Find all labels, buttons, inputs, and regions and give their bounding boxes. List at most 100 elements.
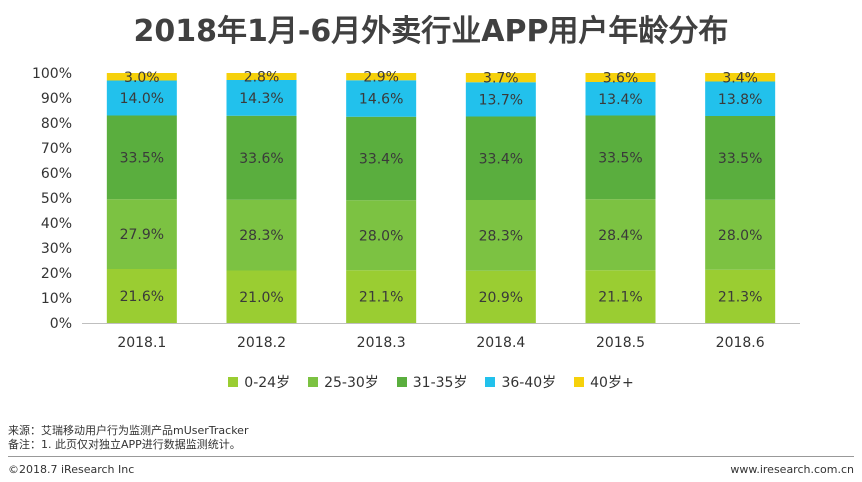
data-label: 14.6% [359,92,403,108]
bar-segment [705,199,776,270]
data-label: 21.0% [239,290,283,306]
x-tick-label: 2018.2 [237,335,286,351]
bar-segment [226,73,297,80]
bar-segment [226,199,297,271]
stacked-bar-chart: 0% 10% 20% 30% 40% 50% 60% 70% 80% 90% 100% 21.6% 27… [32,66,800,351]
source-note: 来源：艾瑞移动用户行为监测产品mUserTracker [8,424,249,437]
bar-segment [705,116,776,200]
y-tick-label: 40% [41,216,72,232]
y-tick-label: 30% [41,241,72,257]
data-label: 13.8% [718,92,762,108]
legend-swatch [396,377,407,387]
bar-segment [705,73,776,82]
website: www.iresearch.com.cn [730,463,854,476]
data-label: 14.3% [239,91,283,107]
bar-segment [465,270,536,323]
remark-note: 备注：1. 此页仅对独立APP进行数据监测统计。 [8,438,241,451]
bar-segment [346,116,417,201]
bar-segment [585,199,656,271]
x-tick-label: 2018.3 [357,335,406,351]
bar-segment [465,200,536,271]
data-label: 33.6% [239,151,283,167]
bar-segment [465,73,536,83]
data-label: 21.1% [598,290,642,306]
bar-segment [465,116,536,200]
data-label: 21.3% [718,289,762,305]
data-label: 33.5% [598,150,642,166]
bar-segment [346,73,417,81]
data-label: 27.9% [120,227,164,243]
copyright: ©2018.7 iResearch Inc [8,463,135,476]
legend-label: 0-24岁 [244,375,291,391]
data-label: 28.0% [718,228,762,244]
y-tick-label: 50% [41,191,72,207]
legend: 0-24岁 25-30岁 31-35岁 36-40岁 40岁+ [0,372,862,392]
bar-segment [346,270,417,323]
data-label: 21.6% [120,289,164,305]
bar-segment [106,80,177,116]
data-label: 3.7% [483,71,519,87]
footer-divider [8,456,854,457]
data-label: 2.9% [363,70,399,86]
y-tick-label: 20% [41,266,72,282]
y-tick-label: 100% [32,66,72,82]
data-label: 2.8% [244,70,280,86]
bar-segment [585,115,656,200]
data-label: 28.3% [479,228,523,244]
legend-swatch [485,377,496,387]
data-label: 21.1% [359,290,403,306]
y-tick-label: 70% [41,141,72,157]
data-label: 33.5% [120,150,164,166]
bar-segment [346,200,417,271]
bar-segment [226,80,297,116]
bar-segment [705,81,776,116]
bar-segment [106,115,177,200]
bar-segment [106,199,177,269]
data-label: 20.9% [479,290,523,306]
bar-segment [226,270,297,323]
data-label: 3.0% [124,70,160,86]
x-tick-label: 2018.5 [596,335,645,351]
data-label: 3.4% [722,70,758,86]
data-label: 14.0% [120,91,164,107]
bar-segment [585,73,656,82]
x-tick-label: 2018.4 [476,335,525,351]
data-label: 28.4% [598,228,642,244]
legend-label: 31-35岁 [412,375,468,391]
bar-segment [705,269,776,323]
bar-segment [346,80,417,117]
bar-segment [106,269,177,323]
legend-item: 0-24岁 [228,372,290,392]
legend-swatch [308,377,319,387]
data-label: 28.3% [239,228,283,244]
data-label: 33.4% [359,152,403,168]
data-label: 13.7% [479,92,523,108]
bar-segment [106,73,177,81]
legend-swatch [228,377,239,387]
data-label: 28.0% [359,228,403,244]
bar-segment [465,82,536,117]
legend-label: 25-30岁 [324,375,379,391]
chart-title: 2018年1月-6月外卖行业APP用户年龄分布 [133,14,729,49]
bar-segment [226,115,297,200]
legend-label: 40岁+ [590,375,634,391]
legend-item: 31-35岁 [396,372,468,392]
bar-segment [585,82,656,116]
data-label: 33.5% [718,151,762,167]
y-tick-label: 80% [41,116,72,132]
data-label: 33.4% [479,151,523,167]
y-tick-label: 0% [50,316,72,332]
y-tick-label: 60% [41,166,72,182]
bar-segment [585,270,656,323]
legend-item: 40岁+ [574,372,634,392]
legend-label: 36-40岁 [501,375,557,391]
legend-item: 36-40岁 [485,372,556,392]
x-tick-label: 2018.1 [117,335,166,351]
x-tick-label: 2018.6 [716,335,765,351]
legend-swatch [574,377,585,387]
notes: 来源：艾瑞移动用户行为监测产品mUserTracker 备注：1. 此页仅对独立… [8,424,248,452]
data-label: 13.4% [598,92,642,108]
y-tick-label: 90% [41,91,72,107]
data-label: 3.6% [603,71,639,87]
y-tick-label: 10% [41,291,72,307]
